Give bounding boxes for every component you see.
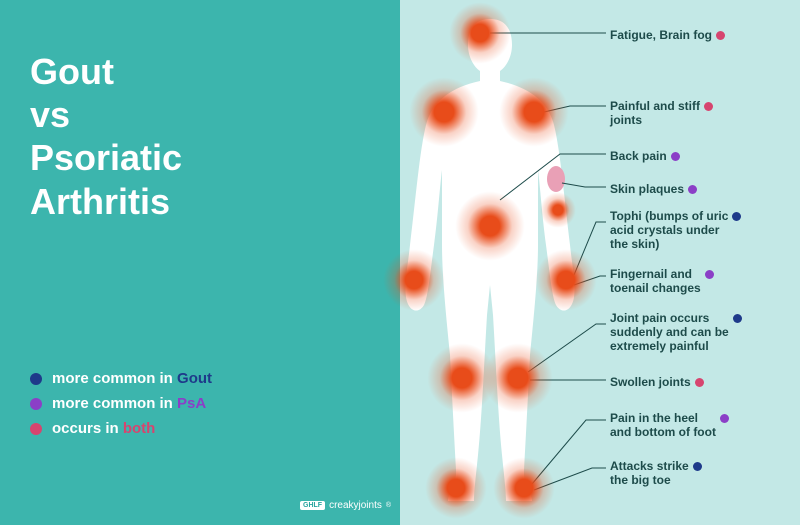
category-dot-icon: [732, 212, 741, 221]
category-dot-icon: [716, 31, 725, 40]
registered-icon: ®: [386, 502, 391, 509]
category-dot-icon: [720, 414, 729, 423]
symptom-text: Attacks strikethe big toe: [610, 460, 689, 488]
category-dot-icon: [671, 152, 680, 161]
symptom-label: Fatigue, Brain fog: [610, 29, 725, 43]
symptom-text: Painful and stiffjoints: [610, 100, 700, 128]
symptom-label: Fingernail andtoenail changes: [610, 268, 714, 296]
symptom-label: Joint pain occurssuddenly and can beextr…: [610, 312, 742, 353]
symptom-label: Back pain: [610, 150, 680, 164]
infographic-container: Gout vs Psoriatic Arthritis more common …: [0, 0, 800, 525]
symptoms-layer: Fatigue, Brain fog Painful and stiffjoint…: [0, 0, 800, 525]
category-dot-icon: [695, 378, 704, 387]
category-dot-icon: [693, 462, 702, 471]
symptom-text: Pain in the heeland bottom of foot: [610, 412, 716, 440]
category-dot-icon: [705, 270, 714, 279]
symptom-label: Painful and stiffjoints: [610, 100, 713, 128]
category-dot-icon: [688, 185, 697, 194]
category-dot-icon: [733, 314, 742, 323]
symptom-label: Skin plaques: [610, 183, 697, 197]
category-dot-icon: [704, 102, 713, 111]
logo-badge: GHLF: [300, 501, 325, 510]
symptom-text: Fatigue, Brain fog: [610, 29, 712, 43]
symptom-label: Pain in the heeland bottom of foot: [610, 412, 729, 440]
symptom-text: Joint pain occurssuddenly and can beextr…: [610, 312, 729, 353]
symptom-label: Swollen joints: [610, 376, 704, 390]
symptom-text: Tophi (bumps of uricacid crystals undert…: [610, 210, 728, 251]
symptom-text: Swollen joints: [610, 376, 691, 390]
symptom-text: Skin plaques: [610, 183, 684, 197]
logo-text: creakyjoints: [329, 500, 382, 511]
symptom-label: Tophi (bumps of uricacid crystals undert…: [610, 210, 741, 251]
brand-logo: GHLF creakyjoints ®: [300, 500, 391, 511]
symptom-text: Back pain: [610, 150, 667, 164]
symptom-text: Fingernail andtoenail changes: [610, 268, 701, 296]
symptom-label: Attacks strikethe big toe: [610, 460, 702, 488]
